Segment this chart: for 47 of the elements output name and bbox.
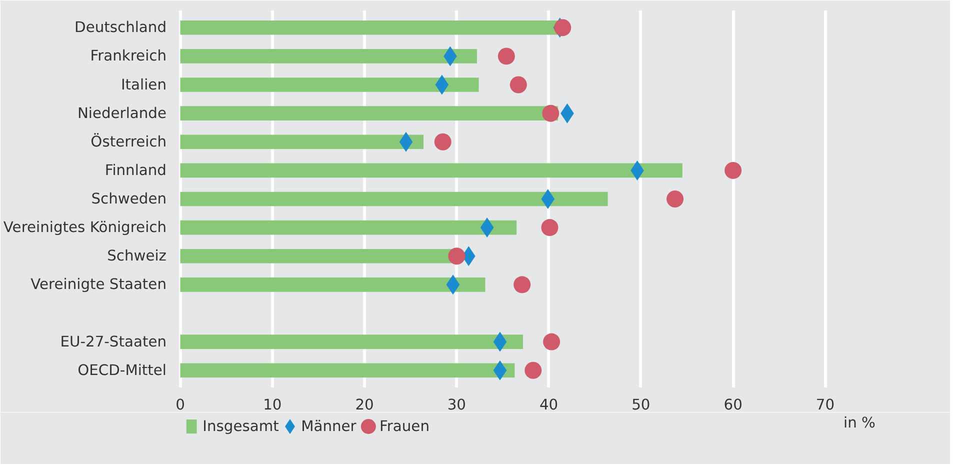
y-tick-label: Finnland <box>104 162 167 179</box>
point <box>541 219 558 236</box>
x-tick-label: 20 <box>355 396 374 414</box>
point <box>724 162 742 179</box>
bar <box>180 49 477 64</box>
x-tick-label: 0 <box>176 396 185 414</box>
x-tick-label: 10 <box>263 396 282 414</box>
y-tick-label: Italien <box>121 76 167 94</box>
point <box>498 48 515 65</box>
point <box>510 76 527 94</box>
x-tick-label: 30 <box>447 396 466 414</box>
y-tick-label: Schweden <box>91 190 166 208</box>
point <box>448 248 466 265</box>
point <box>543 333 560 350</box>
bar <box>180 163 682 178</box>
legend-label: Männer <box>301 418 358 435</box>
bar <box>180 278 486 292</box>
y-tick-label: Österreich <box>90 132 166 150</box>
bar <box>180 363 515 378</box>
y-tick-label: Frankreich <box>90 48 167 65</box>
y-tick-label: Schweiz <box>107 248 167 265</box>
point <box>554 19 572 36</box>
point <box>541 189 555 209</box>
bar <box>180 106 558 120</box>
bar <box>180 220 517 235</box>
x-tick-label: 60 <box>724 396 742 414</box>
legend-label: Insgesamt <box>202 418 280 435</box>
x-tick-label: 70 <box>816 396 835 414</box>
y-tick-label: Deutschland <box>74 19 166 36</box>
point <box>542 104 560 122</box>
y-tick-label: Niederlande <box>77 104 166 122</box>
x-axis-title: in % <box>844 414 876 432</box>
point <box>666 190 684 208</box>
legend-label: Frauen <box>380 418 430 435</box>
y-tick-label: OECD-Mittel <box>78 362 167 379</box>
y-tick-label: Vereinigtes Königreich <box>3 219 167 236</box>
point <box>524 362 542 379</box>
bar <box>180 192 608 206</box>
bar <box>180 134 424 150</box>
y-tick-label: EU-27-Staaten <box>60 333 166 350</box>
x-tick-label: 50 <box>632 396 650 414</box>
x-tick-label: 40 <box>539 396 558 414</box>
bar <box>180 78 479 92</box>
point <box>434 133 452 150</box>
bar <box>180 334 524 349</box>
y-tick-label: Vereinigte Staaten <box>30 276 167 294</box>
point <box>514 276 531 294</box>
